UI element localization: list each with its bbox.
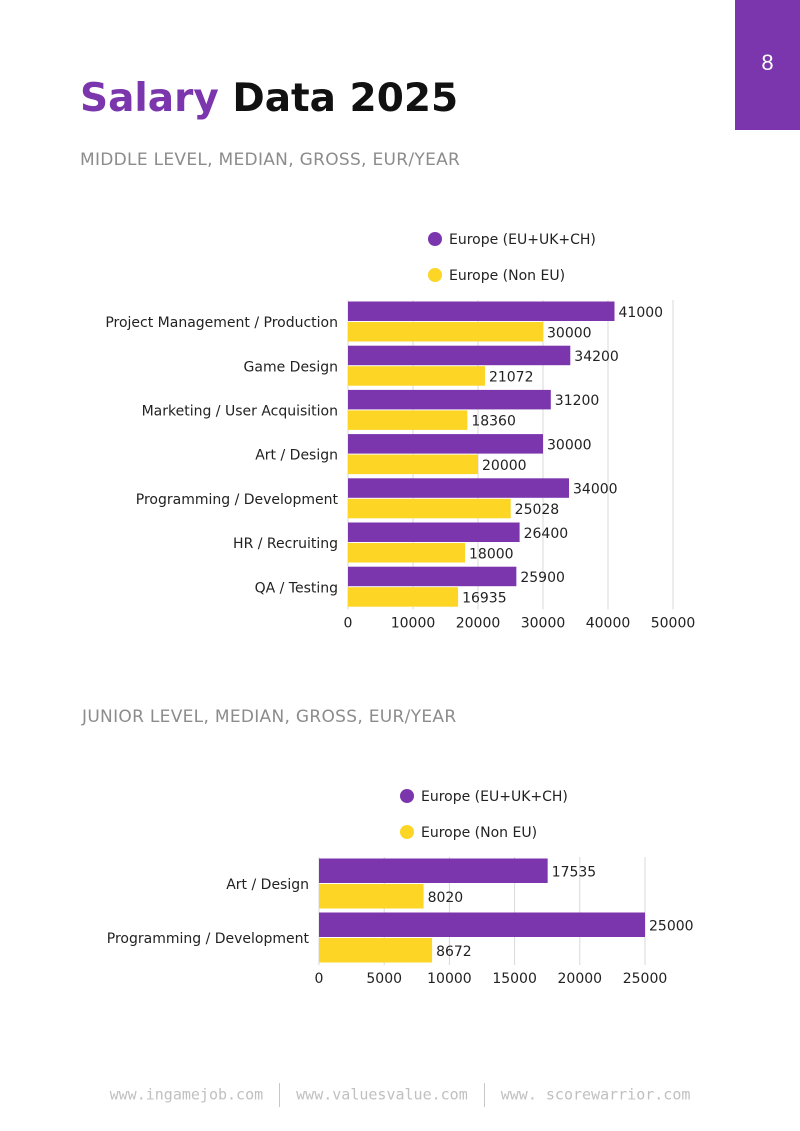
x-tick-label: 15000 [492,971,537,987]
bar [319,858,548,883]
data-label: 17535 [552,864,597,880]
bar [348,478,569,498]
data-label: 25900 [520,570,565,586]
bar [348,566,517,587]
category-label: Art / Design [255,448,338,464]
page-number: 8 [761,50,774,75]
x-tick-label: 30000 [521,615,566,631]
category-label: QA / Testing [255,580,338,596]
bar [348,389,551,410]
bar [348,301,615,321]
x-tick-label: 5000 [366,971,402,987]
junior-level-chart: Europe (EU+UK+CH) Europe (Non EU) Art / De… [107,789,694,987]
bar [348,498,511,519]
bar [348,522,520,542]
bar [319,912,645,937]
data-label: 34200 [574,349,619,365]
footer-link-scorewarrior[interactable]: www. scorewarrior.com [500,1085,691,1104]
data-label: 30000 [547,325,592,341]
data-label: 26400 [524,526,569,542]
category-label: Marketing / User Acquisition [142,404,338,420]
category-label: Project Management / Production [105,315,338,331]
footer-link-valuesvalue[interactable]: www.valuesvalue.com [296,1085,468,1104]
data-label: 41000 [619,305,664,321]
x-tick-label: 20000 [558,971,603,987]
legend-label: Europe (EU+UK+CH) [421,789,568,805]
bar [348,345,571,366]
legend-label: Europe (Non EU) [421,825,537,841]
data-label: 30000 [547,437,592,453]
bar [319,884,424,909]
footer-divider [483,1083,485,1107]
bar [348,434,543,454]
x-tick-label: 20000 [456,615,501,631]
data-label: 8020 [428,890,464,906]
title-rest: Data 2025 [218,76,459,121]
legend-swatch [428,268,442,282]
x-tick-label: 50000 [651,615,696,631]
bar [348,410,468,430]
data-label: 16935 [462,590,507,606]
x-tick-label: 10000 [391,615,436,631]
category-label: HR / Recruiting [233,536,338,552]
data-label: 31200 [555,393,600,409]
legend-swatch [400,789,414,803]
data-label: 25028 [515,502,560,518]
middle-chart-title: MIDDLE LEVEL, MEDIAN, GROSS, EUR/YEAR [80,150,461,170]
data-label: 20000 [482,458,527,474]
bar [348,322,543,342]
bar [348,587,459,607]
footer: www.ingamejob.com www.valuesvalue.com www.… [0,1083,800,1107]
legend-label: Europe (Non EU) [449,268,565,284]
bar [348,543,465,563]
x-tick-label: 40000 [586,615,631,631]
x-tick-label: 0 [315,971,324,987]
category-label: Art / Design [226,877,309,893]
x-tick-label: 25000 [623,971,668,987]
legend-label: Europe (EU+UK+CH) [449,232,596,248]
legend-swatch [428,232,442,246]
page-title: Salary Data 2025 [80,76,458,121]
legend-swatch [400,825,414,839]
bar [348,366,485,386]
data-label: 34000 [573,482,618,498]
middle-level-chart: Europe (EU+UK+CH) Europe (Non EU) Project … [105,232,696,631]
category-label: Programming / Development [136,492,339,508]
category-label: Game Design [244,359,338,375]
data-label: 25000 [649,918,694,934]
bar [348,454,478,475]
x-tick-label: 0 [344,615,353,631]
data-label: 18000 [469,546,514,562]
data-label: 18360 [471,414,516,430]
title-accent: Salary [80,76,219,121]
bar [319,938,433,963]
category-label: Programming / Development [107,931,310,947]
footer-link-ingamejob[interactable]: www.ingamejob.com [109,1085,264,1104]
x-tick-label: 10000 [427,971,472,987]
footer-divider [279,1083,281,1107]
page-number-badge: 8 [735,0,800,130]
data-label: 21072 [489,369,534,385]
data-label: 8672 [436,944,472,960]
junior-chart-title: JUNIOR LEVEL, MEDIAN, GROSS, EUR/YEAR [82,707,457,727]
